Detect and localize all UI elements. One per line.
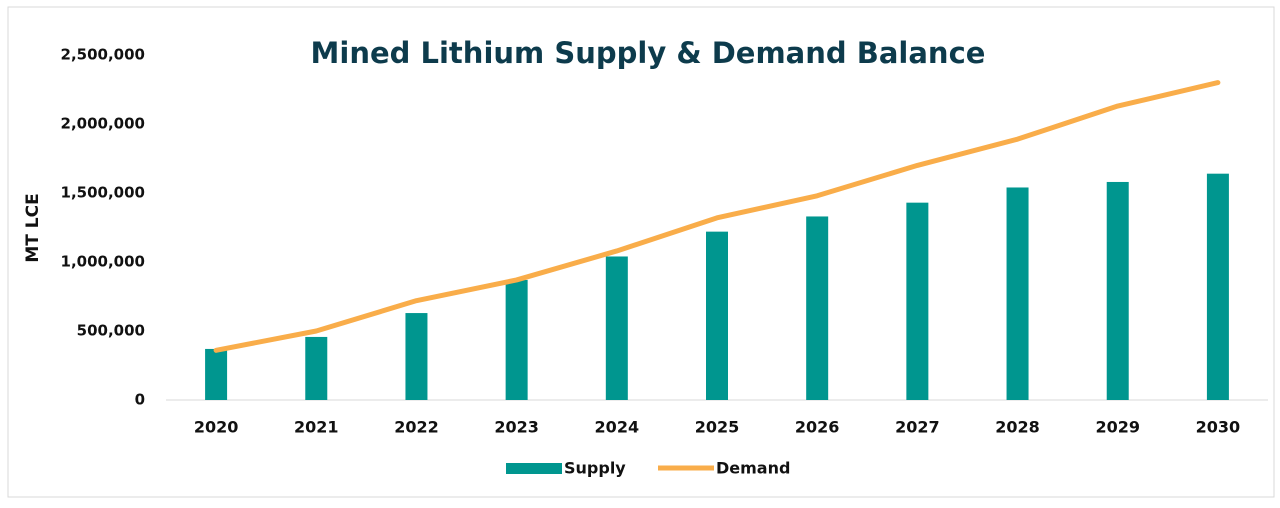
legend-label: Demand bbox=[716, 459, 790, 478]
x-tick-label: 2021 bbox=[294, 418, 339, 437]
bar bbox=[806, 216, 829, 400]
y-tick-label: 1,500,000 bbox=[61, 184, 145, 202]
y-tick-label: 500,000 bbox=[77, 322, 145, 340]
y-tick-label: 0 bbox=[135, 391, 145, 409]
chart-title: Mined Lithium Supply & Demand Balance bbox=[311, 36, 986, 70]
x-tick-label: 2029 bbox=[1095, 418, 1140, 437]
x-tick-label: 2024 bbox=[595, 418, 640, 437]
bar bbox=[505, 279, 528, 400]
x-tick-label: 2026 bbox=[795, 418, 840, 437]
line bbox=[213, 80, 1221, 353]
y-tick-label: 1,000,000 bbox=[61, 253, 145, 271]
x-tick-label: 2023 bbox=[494, 418, 539, 437]
y-tick-label: 2,500,000 bbox=[61, 46, 145, 64]
x-tick-label: 2030 bbox=[1196, 418, 1241, 437]
legend-label: Supply bbox=[564, 459, 626, 478]
bar bbox=[205, 348, 228, 400]
bar bbox=[405, 313, 428, 400]
bar bbox=[906, 202, 929, 400]
bar bbox=[1006, 187, 1029, 400]
x-tick-label: 2027 bbox=[895, 418, 940, 437]
bar bbox=[706, 231, 728, 400]
chart-border bbox=[7, 6, 1275, 498]
x-tick-label: 2020 bbox=[194, 418, 239, 437]
y-tick-label: 2,000,000 bbox=[61, 115, 145, 133]
x-tick-label: 2025 bbox=[695, 418, 740, 437]
bar bbox=[1106, 181, 1129, 400]
legend-swatch bbox=[506, 463, 562, 474]
x-tick-label: 2028 bbox=[995, 418, 1040, 437]
x-tick-label: 2022 bbox=[394, 418, 439, 437]
y-axis-label: MT LCE bbox=[23, 193, 43, 262]
bar bbox=[1206, 173, 1229, 400]
bar bbox=[605, 256, 628, 400]
bar bbox=[305, 336, 328, 400]
